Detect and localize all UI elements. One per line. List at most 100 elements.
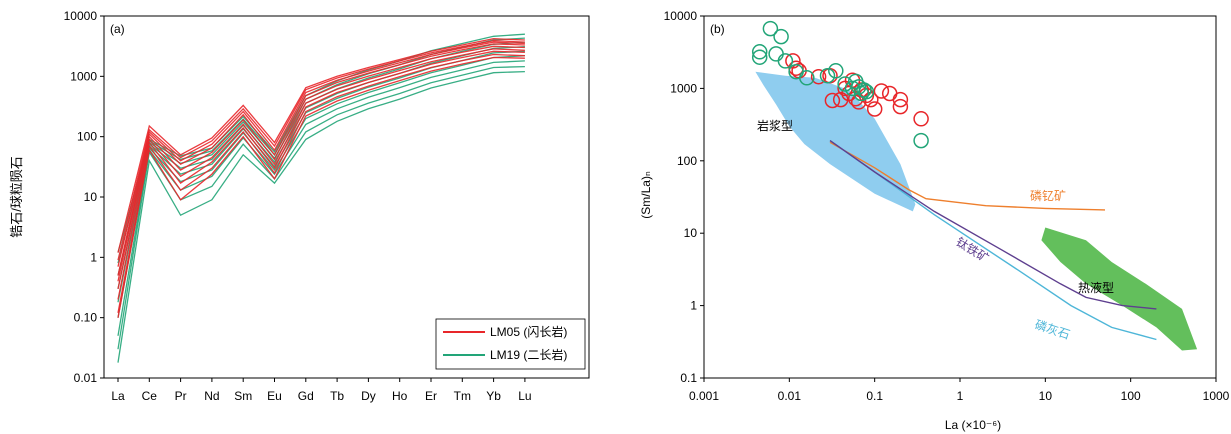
chart-a-x-tick-label: Eu	[267, 389, 282, 403]
chart-a-y-tick-label: 100	[77, 130, 97, 144]
chart-b-x-tick-label: 1	[957, 389, 964, 403]
field-magmatic	[755, 71, 916, 212]
data-point-lm05	[810, 68, 827, 85]
label-apatite: 磷灰石	[1033, 317, 1072, 342]
chart-b-xlabel: La (×10⁻⁶)	[945, 418, 1001, 432]
chart-a-x-ticks: La Ce Pr Nd Sm Eu Gd Tb Dy Ho Er Tm Yb Lu	[111, 378, 532, 403]
label-ilmenite: 钛铁矿	[953, 234, 991, 266]
chart-b-y-tick-label: 10	[684, 226, 698, 240]
chart-a-plot-frame	[103, 15, 590, 379]
chart-b-x-tick-label: 10	[1039, 389, 1053, 403]
chart-b-ylabel: (Sm/La)ₙ	[639, 171, 653, 219]
data-point-lm19	[768, 46, 784, 62]
chart-a-legend: LM05 (闪长岩) LM19 (二长岩)	[435, 318, 586, 370]
data-point-lm05	[824, 92, 841, 109]
chart-a-y-ticks: 0.01 0.10 1 10 100 1000 10000	[64, 9, 104, 385]
data-point-lm19	[819, 67, 836, 84]
chart-b-x-tick-label: 0.01	[778, 389, 802, 403]
chart-b-x-tick-label: 0.1	[866, 389, 883, 403]
chart-a-y-tick-label: 10	[84, 190, 98, 204]
field-hydrothermal	[1041, 227, 1198, 351]
series-line-lm19	[117, 70, 525, 363]
chart-a-ylabel: 锆石/球粒陨石	[9, 156, 24, 238]
legend-lm19-label: LM19 (二长岩)	[490, 347, 567, 362]
curve-monazite	[829, 141, 1106, 211]
chart-b-y-tick-label: 0.1	[680, 371, 697, 385]
chart-b-x-tick-label: 1000	[1203, 389, 1230, 403]
chart-a-y-tick-label: 1000	[70, 69, 97, 83]
series-line-lm19	[117, 65, 525, 350]
data-point-lm05	[847, 90, 864, 107]
series-line-lm05	[117, 53, 525, 314]
chart-b-x-tick-label: 0.001	[689, 389, 719, 403]
chart-a-x-tick-label: Gd	[298, 389, 314, 403]
data-point-lm19	[799, 70, 815, 86]
data-point-lm05	[913, 111, 929, 127]
chart-a-x-tick-label: Lu	[518, 389, 531, 403]
chart-a-x-tick-label: La	[111, 389, 125, 403]
chart-a-x-tick-label: Tm	[454, 389, 471, 403]
chart-a-x-tick-label: Yb	[486, 389, 501, 403]
data-point-lm05	[881, 85, 898, 102]
chart-b-x-tick-label: 100	[1121, 389, 1141, 403]
chart-a-x-tick-label: Nd	[204, 389, 219, 403]
data-point-lm19	[751, 49, 768, 65]
series-line-lm05	[117, 40, 525, 261]
data-point-lm19	[828, 63, 844, 79]
series-line-lm05	[117, 41, 525, 267]
data-point-lm05	[832, 91, 849, 108]
data-point-lm19	[856, 82, 872, 98]
legend-lm05-label: LM05 (闪长岩)	[490, 324, 567, 339]
series-line-lm19	[117, 37, 525, 264]
chart-a-y-tick-label: 1	[90, 250, 97, 264]
legend-box	[435, 318, 586, 370]
chart-a: 锆石/球粒陨石 0.01 0.10 1 10 100 1000 10000 La Ce Pr Nd…	[9, 9, 590, 403]
chart-b-plot-area	[751, 20, 1198, 351]
data-point-lm05	[892, 98, 909, 115]
data-point-lm19	[751, 44, 768, 60]
chart-b-y-tick-label: 1000	[670, 81, 697, 95]
data-point-lm19	[858, 83, 875, 100]
chart-a-y-tick-label: 0.10	[74, 311, 98, 325]
chart-a-y-tick-label: 0.01	[74, 371, 98, 385]
chart-b-x-ticks: 0.001 0.01 0.1 1 10 100 1000	[689, 378, 1230, 403]
chart-b-panel-label: (b)	[710, 22, 725, 36]
chart-a-y-tick-label: 10000	[64, 9, 98, 23]
chart-a-panel-label: (a)	[110, 22, 125, 36]
chart-a-x-tick-label: Pr	[175, 389, 187, 403]
data-point-lm19	[777, 53, 794, 69]
series-line-lm05	[117, 38, 525, 253]
series-line-lm05	[117, 43, 525, 276]
data-point-lm05	[866, 101, 883, 117]
chart-a-x-tick-label: Er	[425, 389, 437, 403]
series-line-lm05	[117, 50, 525, 300]
chart-b: (Sm/La)ₙ La (×10⁻⁶) 0.1 1 10 100 1000 10000 0…	[639, 9, 1230, 432]
chart-b-points	[751, 20, 929, 149]
data-point-lm19	[762, 20, 779, 37]
series-line-lm05	[117, 48, 525, 290]
label-hydrothermal: 热液型	[1078, 280, 1114, 295]
series-line-lm05	[117, 45, 525, 282]
data-point-lm05	[873, 83, 890, 99]
data-point-lm19	[773, 28, 789, 45]
chart-a-x-tick-label: Dy	[361, 389, 376, 403]
chart-b-y-tick-label: 10000	[664, 9, 698, 23]
chart-b-y-ticks: 0.1 1 10 100 1000 10000	[664, 9, 704, 385]
series-line-lm19	[117, 55, 525, 318]
chart-b-plot-frame	[703, 15, 1217, 379]
chart-a-x-tick-label: Ho	[392, 389, 408, 403]
data-point-lm05	[892, 91, 909, 108]
chart-a-x-tick-label: Tb	[330, 389, 344, 403]
data-point-lm19	[913, 132, 929, 149]
chart-b-y-tick-label: 1	[690, 299, 697, 313]
chart-a-x-tick-label: Ce	[142, 389, 158, 403]
curve-ilmenite	[829, 140, 1157, 310]
label-monazite: 磷钇矿	[1030, 188, 1066, 203]
chart-b-y-tick-label: 100	[677, 154, 697, 168]
series-line-lm19	[117, 33, 525, 253]
data-point-lm05	[788, 60, 804, 76]
chart-a-x-tick-label: Sm	[234, 389, 252, 403]
series-line-lm19	[117, 60, 525, 336]
chart-a-series	[117, 33, 525, 363]
